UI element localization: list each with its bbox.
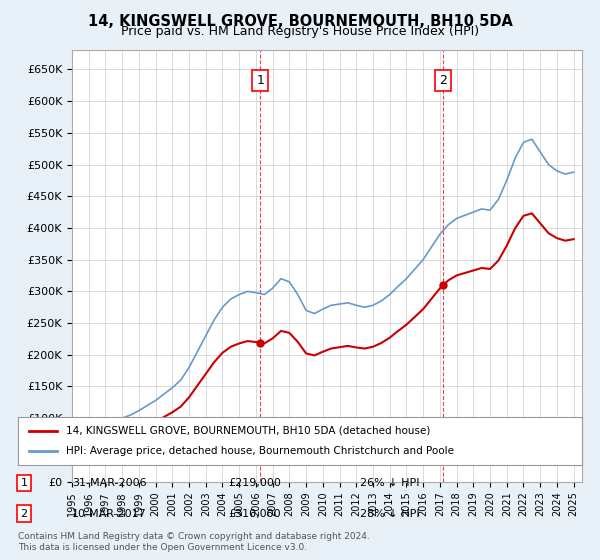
Text: 2: 2	[439, 74, 447, 87]
Text: 14, KINGSWELL GROVE, BOURNEMOUTH, BH10 5DA (detached house): 14, KINGSWELL GROVE, BOURNEMOUTH, BH10 5…	[66, 426, 430, 436]
Text: HPI: Average price, detached house, Bournemouth Christchurch and Poole: HPI: Average price, detached house, Bour…	[66, 446, 454, 456]
Text: 31-MAR-2006: 31-MAR-2006	[72, 478, 146, 488]
Text: 1: 1	[20, 478, 28, 488]
Text: Contains HM Land Registry data © Crown copyright and database right 2024.
This d: Contains HM Land Registry data © Crown c…	[18, 532, 370, 552]
Text: £219,000: £219,000	[228, 478, 281, 488]
Text: 28% ↓ HPI: 28% ↓ HPI	[360, 509, 419, 519]
Text: £310,000: £310,000	[228, 509, 281, 519]
Text: 2: 2	[20, 509, 28, 519]
Text: 10-MAR-2017: 10-MAR-2017	[72, 509, 147, 519]
Text: 1: 1	[256, 74, 264, 87]
Text: 14, KINGSWELL GROVE, BOURNEMOUTH, BH10 5DA: 14, KINGSWELL GROVE, BOURNEMOUTH, BH10 5…	[88, 14, 512, 29]
Text: 26% ↓ HPI: 26% ↓ HPI	[360, 478, 419, 488]
Text: Price paid vs. HM Land Registry's House Price Index (HPI): Price paid vs. HM Land Registry's House …	[121, 25, 479, 38]
